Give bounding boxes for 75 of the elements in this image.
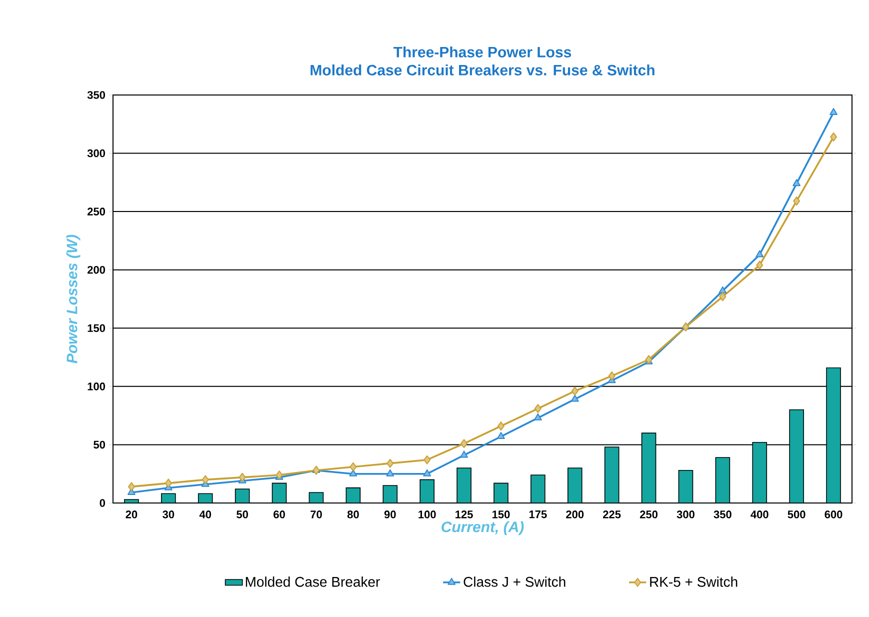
x-tick-label: 50 (236, 510, 248, 518)
chart-title: Three-Phase Power Loss Molded Case Circuit Breakers vs. Fuse & Switch (310, 46, 654, 76)
point (792, 179, 801, 186)
x-tick-label: 350 (714, 510, 732, 518)
x-tick-label: 20 (126, 510, 138, 518)
x-tick-label: 600 (824, 510, 842, 518)
y-tick-label: 0 (100, 499, 106, 507)
x-tick-label: 100 (418, 510, 436, 518)
x-tick-label: 500 (788, 510, 806, 518)
bar (715, 457, 730, 503)
point (830, 132, 838, 142)
x-tick-label: 400 (750, 510, 768, 518)
x-tick-label: 60 (274, 510, 285, 518)
y-tick-label: 150 (88, 324, 106, 332)
y-tick-label: 50 (94, 440, 106, 449)
x-tick-label: 200 (566, 510, 584, 518)
point (571, 386, 578, 396)
x-tick-label: 150 (492, 510, 510, 518)
bar (641, 432, 656, 503)
point (756, 260, 764, 270)
legend-label: Class J + Switch (464, 576, 566, 587)
y-tick-label: 350 (87, 91, 106, 99)
point (424, 455, 431, 464)
x-tick-label: 30 (162, 510, 174, 518)
x-tick-label: 225 (603, 510, 621, 518)
bar (604, 446, 620, 503)
point (534, 413, 542, 420)
point (570, 394, 579, 402)
point (497, 422, 504, 431)
bar (420, 479, 434, 503)
point (460, 439, 468, 448)
x-tick-label: 250 (640, 510, 658, 518)
x-tick-label: 80 (347, 510, 359, 518)
x-tick-label: 125 (456, 510, 473, 518)
y-tick-label: 250 (88, 208, 106, 216)
x-axis-title: Current, (A) (442, 521, 524, 536)
point (202, 475, 209, 484)
point (608, 371, 616, 380)
point (793, 196, 800, 206)
point (497, 432, 505, 440)
x-tick-label: 70 (310, 510, 322, 518)
bar (567, 468, 582, 503)
x-tick-label: 175 (529, 510, 547, 518)
point (719, 292, 726, 302)
y-axis-title: Power Losses (W) (66, 234, 80, 364)
bar (272, 482, 287, 503)
bar (456, 468, 472, 503)
bar (346, 487, 361, 503)
point (460, 450, 468, 458)
x-tick-label: 300 (676, 510, 694, 518)
legend-label: RK-5 + Switch (650, 576, 738, 587)
point (830, 108, 838, 115)
y-tick-label: 200 (88, 266, 106, 274)
bar (752, 442, 768, 503)
point (164, 478, 172, 488)
point (756, 250, 764, 258)
bar (530, 474, 546, 503)
y-tick-label: 300 (87, 149, 106, 158)
point (238, 472, 246, 482)
point (350, 462, 357, 472)
point (386, 458, 394, 468)
point (128, 482, 135, 492)
bar (678, 470, 694, 503)
point (386, 469, 394, 476)
legend-label: Molded Case Breaker (246, 576, 380, 587)
y-tick-label: 100 (88, 382, 106, 390)
x-tick-label: 40 (199, 510, 212, 518)
bar (235, 489, 250, 503)
point (349, 469, 358, 476)
point (534, 404, 542, 414)
point (718, 286, 727, 294)
bar (826, 367, 841, 503)
point (423, 469, 432, 476)
bar (789, 409, 804, 503)
x-tick-label: 90 (384, 510, 396, 518)
